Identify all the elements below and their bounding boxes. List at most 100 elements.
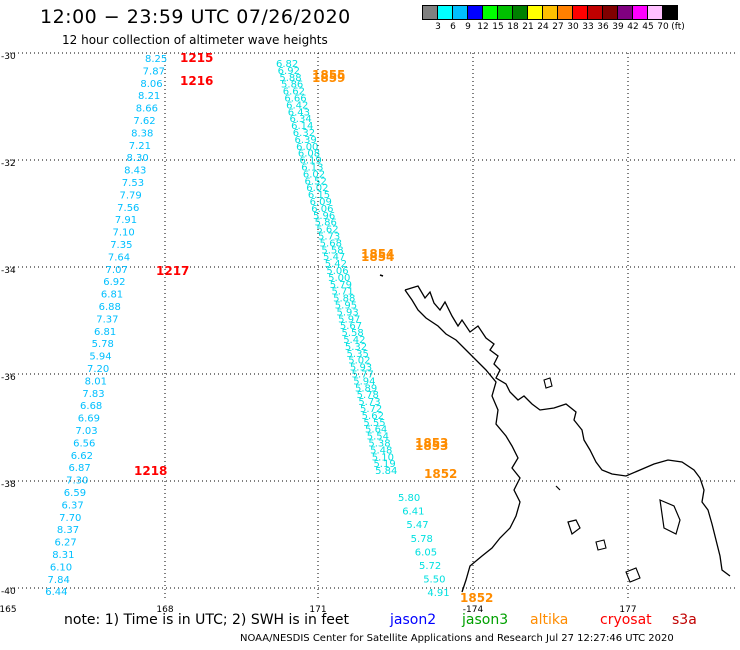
wave-height-value: 5.42 bbox=[343, 335, 365, 346]
wave-height-value: 8.38 bbox=[131, 128, 153, 139]
pass-time-label: 1854 bbox=[361, 247, 394, 261]
wave-height-value: 5.80 bbox=[398, 493, 420, 504]
note-text: note: 1) Time is in UTC; 2) SWH is in fe… bbox=[64, 612, 350, 628]
wave-height-value: 7.53 bbox=[122, 178, 144, 189]
wave-height-value: 5.48 bbox=[370, 445, 392, 456]
axis-labels: -30 -32 -34 -36 -38 -40 165 168 171 -174 177 bbox=[0, 52, 637, 615]
wave-height-value: 5.38 bbox=[368, 439, 390, 450]
wave-height-value: 6.68 bbox=[80, 401, 102, 412]
graticule bbox=[10, 52, 738, 600]
wave-height-value: 5.71 bbox=[331, 287, 353, 298]
longitude-label: 165 bbox=[0, 605, 17, 615]
wave-height-value: 7.07 bbox=[106, 265, 128, 276]
wave-height-value: 8.21 bbox=[138, 91, 160, 102]
wave-height-value: 7.91 bbox=[115, 215, 137, 226]
wave-height-value: 5.00 bbox=[328, 273, 350, 284]
scale-label: 39 bbox=[612, 22, 624, 32]
wave-height-value: 7.79 bbox=[119, 190, 141, 201]
wave-height-value: 5.58 bbox=[321, 245, 343, 256]
new-zealand-coastline bbox=[379, 274, 731, 593]
wave-height-value: 6.81 bbox=[94, 327, 116, 338]
map-title: 12:00 − 23:59 UTC 07/26/2020 bbox=[40, 6, 351, 28]
wave-height-value: 7.10 bbox=[113, 228, 135, 239]
wave-height-value: 6.66 bbox=[284, 94, 306, 105]
wave-height-value: 5.77 bbox=[352, 370, 374, 381]
wave-height-value: 7.20 bbox=[87, 364, 109, 375]
scale-label: 21 bbox=[522, 22, 534, 32]
wave-height-value: 5.68 bbox=[320, 238, 342, 249]
wave-height-value: 7.64 bbox=[108, 252, 130, 263]
wave-height-value: 7.35 bbox=[110, 240, 132, 251]
wave-height-value: 5.96 bbox=[313, 211, 335, 222]
wave-height-value: 6.62 bbox=[283, 87, 305, 98]
wave-height-value: 6.52 bbox=[305, 176, 327, 187]
wave-height-value: 5.94 bbox=[353, 376, 375, 387]
wave-height-value: 8.66 bbox=[136, 104, 158, 115]
wave-height-value: 5.62 bbox=[316, 225, 338, 236]
wave-height-value: 6.15 bbox=[308, 190, 330, 201]
wave-height-value: 6.19 bbox=[300, 156, 322, 167]
wave-height-value: 6.13 bbox=[301, 163, 323, 174]
latitude-label: -40 bbox=[1, 587, 16, 597]
longitude-label: -174 bbox=[463, 605, 484, 615]
wave-height-value: 5.67 bbox=[340, 321, 362, 332]
pass-time-label: 1852 bbox=[424, 467, 457, 481]
pass-time-label: 1855 bbox=[312, 68, 345, 82]
pass-time-label: 1852 bbox=[460, 591, 493, 605]
latitude-label: -30 bbox=[1, 52, 16, 62]
wave-height-value: 5.10 bbox=[372, 452, 394, 463]
wave-height-value: 6.59 bbox=[64, 488, 86, 499]
wave-height-value: 8.30 bbox=[126, 153, 148, 164]
legend-jason3: jason3 bbox=[462, 612, 509, 628]
wave-height-value: 5.73 bbox=[318, 232, 340, 243]
scale-label: 6 bbox=[450, 22, 456, 32]
wave-height-value: 6.09 bbox=[310, 197, 332, 208]
wave-height-value: 6.92 bbox=[103, 277, 125, 288]
wave-height-value: 6.62 bbox=[71, 451, 93, 462]
scale-label: 30 bbox=[567, 22, 579, 32]
latitude-label: -38 bbox=[1, 480, 16, 490]
wave-height-value: 6.05 bbox=[415, 547, 437, 558]
wave-height-value: 7.84 bbox=[48, 575, 70, 586]
longitude-label: 171 bbox=[309, 605, 326, 615]
wave-height-value: 7.03 bbox=[75, 426, 97, 437]
wave-height-value: 5.89 bbox=[355, 383, 377, 394]
latitude-label: -32 bbox=[1, 159, 16, 169]
wave-height-value: 7.83 bbox=[82, 389, 104, 400]
wave-height-value: 6.82 bbox=[276, 59, 298, 70]
wave-height-value: 5.55 bbox=[363, 418, 385, 429]
scale-label: (ft) bbox=[671, 22, 685, 32]
scale-label: 70 bbox=[657, 22, 669, 32]
wave-height-value: 5.64 bbox=[365, 425, 387, 436]
wave-height-value: 6.14 bbox=[291, 121, 313, 132]
scale-label: 27 bbox=[552, 22, 564, 32]
wave-height-value: 5.94 bbox=[89, 352, 111, 363]
wave-height-value: 6.06 bbox=[311, 204, 333, 215]
latitude-label: -34 bbox=[1, 266, 16, 276]
jason3-track-east: 6.826.925.885.866.626.666.426.436.346.14… bbox=[276, 59, 397, 477]
wave-height-value: 5.88 bbox=[333, 294, 355, 305]
scale-label: 42 bbox=[627, 22, 639, 32]
scale-swatch bbox=[662, 5, 678, 20]
legend-jason2: jason2 bbox=[390, 612, 437, 628]
wave-height-value: 5.06 bbox=[326, 266, 348, 277]
wave-height-value: 5.62 bbox=[362, 411, 384, 422]
pass-time-label: 1218 bbox=[134, 464, 167, 478]
wave-height-value: 7.30 bbox=[66, 476, 88, 487]
wave-height-value: 5.86 bbox=[281, 80, 303, 91]
wave-height-value: 5.42 bbox=[325, 259, 347, 270]
wave-height-value: 6.56 bbox=[73, 438, 95, 449]
jason3-track-east-lower: 5.80 6.41 5.47 5.78 6.05 5.72 5.50 4.91 bbox=[398, 493, 450, 599]
wave-height-value: 5.84 bbox=[375, 466, 397, 477]
wave-height-value: 5.19 bbox=[373, 459, 395, 470]
wave-height-value: 6.44 bbox=[45, 587, 67, 598]
wave-height-value: 8.01 bbox=[85, 376, 107, 387]
scale-label: 36 bbox=[597, 22, 609, 32]
wave-height-value: 5.95 bbox=[335, 301, 357, 312]
wave-height-value: 6.88 bbox=[99, 302, 121, 313]
pass-time-label: 1853 bbox=[415, 436, 448, 450]
wave-height-value: 5.50 bbox=[423, 575, 445, 586]
longitude-label: 177 bbox=[619, 605, 636, 615]
wave-height-value: 5.97 bbox=[338, 314, 360, 325]
wave-height-value: 6.32 bbox=[293, 128, 315, 139]
